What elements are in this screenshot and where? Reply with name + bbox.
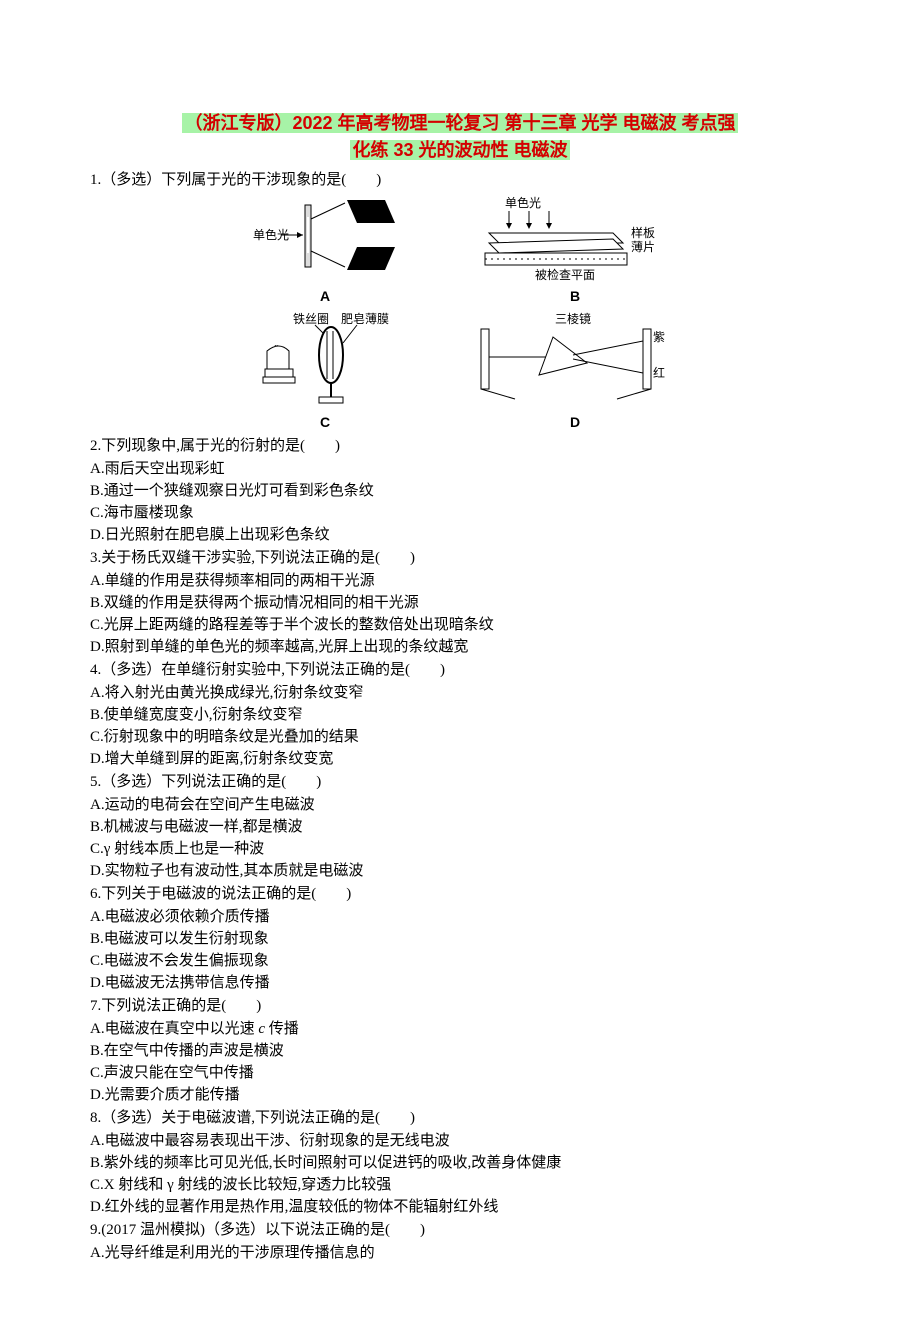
q3-stem: 3.关于杨氏双缝干涉实验,下列说法正确的是( ) (90, 548, 830, 569)
svg-text:单色光: 单色光 (505, 196, 541, 210)
q2-opt-a: A.雨后天空出现彩虹 (90, 459, 830, 480)
q9-opt-a: A.光导纤维是利用光的干涉原理传播信息的 (90, 1243, 830, 1264)
q8-opt-a: A.电磁波中最容易表现出干涉、衍射现象的是无线电波 (90, 1131, 830, 1152)
figure-c-svg: 铁丝圈 肥皂薄膜 (245, 311, 405, 411)
q6-opt-d: D.电磁波无法携带信息传播 (90, 973, 830, 994)
svg-text:三棱镜: 三棱镜 (555, 311, 591, 326)
q6-opt-a: A.电磁波必须依赖介质传播 (90, 907, 830, 928)
svg-text:紫: 紫 (653, 330, 665, 344)
q2-opt-b: B.通过一个狭缝观察日光灯可看到彩色条纹 (90, 481, 830, 502)
q8-opt-b: B.紫外线的频率比可见光低,长时间照射可以促进钙的吸收,改善身体健康 (90, 1153, 830, 1174)
q4-opt-d: D.增大单缝到屏的距离,衍射条纹变宽 (90, 749, 830, 770)
q7-opt-c: C.声波只能在空气中传播 (90, 1063, 830, 1084)
page: （浙江专版）2022 年高考物理一轮复习 第十三章 光学 电磁波 考点强 化练 … (0, 0, 920, 1325)
figure-d-svg: 三棱镜 紫 红 (475, 311, 675, 411)
q7-opt-d: D.光需要介质才能传播 (90, 1085, 830, 1106)
doc-title: （浙江专版）2022 年高考物理一轮复习 第十三章 光学 电磁波 考点强 化练 … (90, 110, 830, 164)
svg-text:肥皂薄膜: 肥皂薄膜 (341, 311, 389, 326)
q4-stem: 4.（多选）在单缝衍射实验中,下列说法正确的是( ) (90, 660, 830, 681)
q2-opt-c: C.海市蜃楼现象 (90, 503, 830, 524)
q3-opt-b: B.双缝的作用是获得两个振动情况相同的相干光源 (90, 593, 830, 614)
q7-opt-b: B.在空气中传播的声波是横波 (90, 1041, 830, 1062)
q3-opt-d: D.照射到单缝的单色光的频率越高,光屏上出现的条纹越宽 (90, 637, 830, 658)
q5-opt-c: C.γ 射线本质上也是一种波 (90, 839, 830, 860)
svg-text:样板: 样板 (631, 225, 655, 240)
svg-text:铁丝圈: 铁丝圈 (293, 312, 329, 326)
q6-opt-c: C.电磁波不会发生偏振现象 (90, 951, 830, 972)
figure-b-caption: B (475, 287, 675, 307)
figure-a-caption: A (245, 287, 405, 307)
title-line-2: 化练 33 光的波动性 电磁波 (350, 140, 569, 160)
svg-text:被检查平面: 被检查平面 (535, 267, 595, 282)
figure-row-1: 单色光 A 单色光 (90, 195, 830, 307)
title-line-1: （浙江专版）2022 年高考物理一轮复习 第十三章 光学 电磁波 考点强 (182, 113, 737, 133)
q5-opt-b: B.机械波与电磁波一样,都是横波 (90, 817, 830, 838)
q5-opt-d: D.实物粒子也有波动性,其本质就是电磁波 (90, 861, 830, 882)
q5-opt-a: A.运动的电荷会在空间产生电磁波 (90, 795, 830, 816)
q8-opt-c: C.X 射线和 γ 射线的波长比较短,穿透力比较强 (90, 1175, 830, 1196)
figure-c: 铁丝圈 肥皂薄膜 C (245, 311, 405, 433)
q8-stem: 8.（多选）关于电磁波谱,下列说法正确的是( ) (90, 1108, 830, 1129)
q2-opt-d: D.日光照射在肥皂膜上出现彩色条纹 (90, 525, 830, 546)
figure-b: 单色光 样板 薄片 被检查平面 B (475, 195, 675, 307)
q8-opt-d: D.红外线的显著作用是热作用,温度较低的物体不能辐射红外线 (90, 1197, 830, 1218)
q7-opt-a: A.电磁波在真空中以光速 c 传播 (90, 1019, 830, 1040)
q5-stem: 5.（多选）下列说法正确的是( ) (90, 772, 830, 793)
q7-stem: 7.下列说法正确的是( ) (90, 996, 830, 1017)
q3-opt-c: C.光屏上距两缝的路程差等于半个波长的整数倍处出现暗条纹 (90, 615, 830, 636)
q1-figures: 单色光 A 单色光 (90, 195, 830, 432)
q9-stem: 9.(2017 温州模拟)（多选）以下说法正确的是( ) (90, 1220, 830, 1241)
q6-stem: 6.下列关于电磁波的说法正确的是( ) (90, 884, 830, 905)
figure-a: 单色光 A (245, 195, 405, 307)
q2-stem: 2.下列现象中,属于光的衍射的是( ) (90, 436, 830, 457)
figure-row-2: 铁丝圈 肥皂薄膜 C 三 (90, 311, 830, 433)
figure-c-caption: C (245, 413, 405, 433)
figure-a-svg: 单色光 (245, 195, 405, 285)
svg-text:红: 红 (653, 365, 665, 380)
q4-opt-a: A.将入射光由黄光换成绿光,衍射条纹变窄 (90, 683, 830, 704)
figure-d: 三棱镜 紫 红 D (475, 311, 675, 433)
figure-d-caption: D (475, 413, 675, 433)
q4-opt-c: C.衍射现象中的明暗条纹是光叠加的结果 (90, 727, 830, 748)
q6-opt-b: B.电磁波可以发生衍射现象 (90, 929, 830, 950)
q1-stem: 1.（多选）下列属于光的干涉现象的是( ) (90, 170, 830, 191)
q4-opt-b: B.使单缝宽度变小,衍射条纹变窄 (90, 705, 830, 726)
figure-b-svg: 单色光 样板 薄片 被检查平面 (475, 195, 675, 285)
svg-text:薄片: 薄片 (631, 239, 655, 254)
q3-opt-a: A.单缝的作用是获得频率相同的两相干光源 (90, 571, 830, 592)
